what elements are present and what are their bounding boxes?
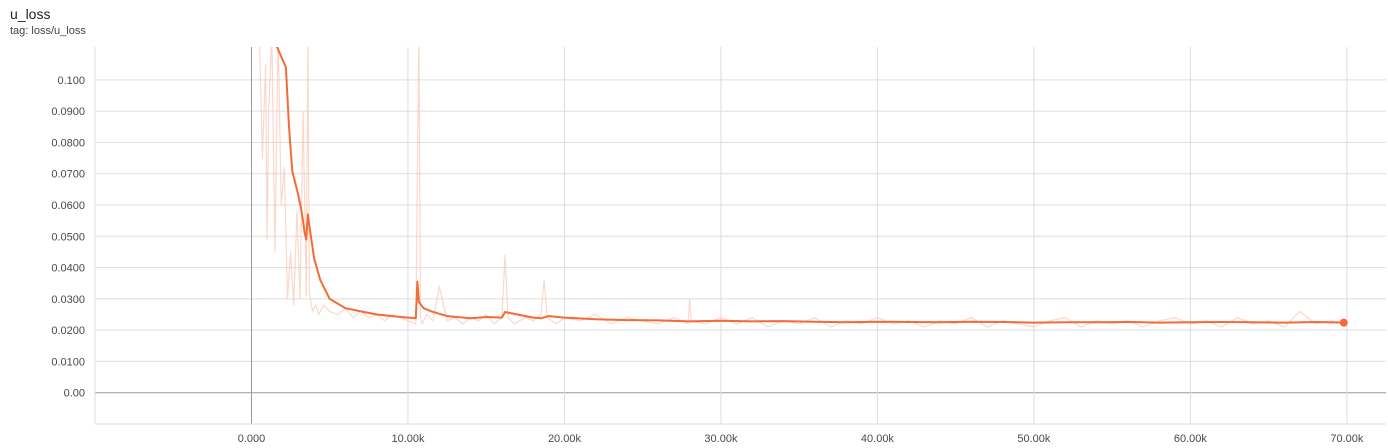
grid (95, 47, 1386, 424)
last-point-marker (1339, 318, 1348, 327)
y-tick-labels: 0.00 0.0100 0.0200 0.0300 0.0400 0.0500 0.0600… (51, 75, 85, 400)
y-tick-label: 0.0400 (51, 263, 85, 275)
chart-header: u_loss tag: loss/u_loss (10, 6, 86, 38)
y-tick-label: 0.0700 (51, 169, 85, 181)
y-tick-label: 0.0300 (51, 294, 85, 306)
y-tick-label: 0.0800 (51, 137, 85, 149)
x-tick-label: 70.00k (1330, 433, 1364, 445)
x-tick-label: 20.00k (548, 433, 582, 445)
smoothed-series-layer (275, 47, 1348, 327)
x-tick-label: 10.00k (391, 433, 425, 445)
y-tick-label: 0.0600 (51, 200, 85, 212)
chart-tag: tag: loss/u_loss (10, 25, 86, 37)
x-tick-labels: 0.000 10.00k 20.00k 30.00k 40.00k 50.00k 60.00… (238, 433, 1364, 445)
y-tick-label: 0.100 (57, 75, 85, 87)
raw-series-line (259, 47, 1344, 328)
y-tick-label: 0.0500 (51, 231, 85, 243)
y-tick-label: 0.00 (64, 388, 85, 400)
y-tick-label: 0.0900 (51, 106, 85, 118)
raw-series-layer (259, 47, 1344, 328)
x-tick-label: 30.00k (704, 433, 738, 445)
smoothed-series-line (275, 47, 1344, 324)
chart-title: u_loss (10, 6, 51, 22)
x-tick-label: 60.00k (1174, 433, 1208, 445)
x-tick-label: 0.000 (238, 433, 266, 445)
x-tick-label: 40.00k (861, 433, 895, 445)
y-tick-label: 0.0100 (51, 356, 85, 368)
axes (94, 47, 1386, 425)
y-tick-label: 0.0200 (51, 325, 85, 337)
x-tick-label: 50.00k (1017, 433, 1051, 445)
